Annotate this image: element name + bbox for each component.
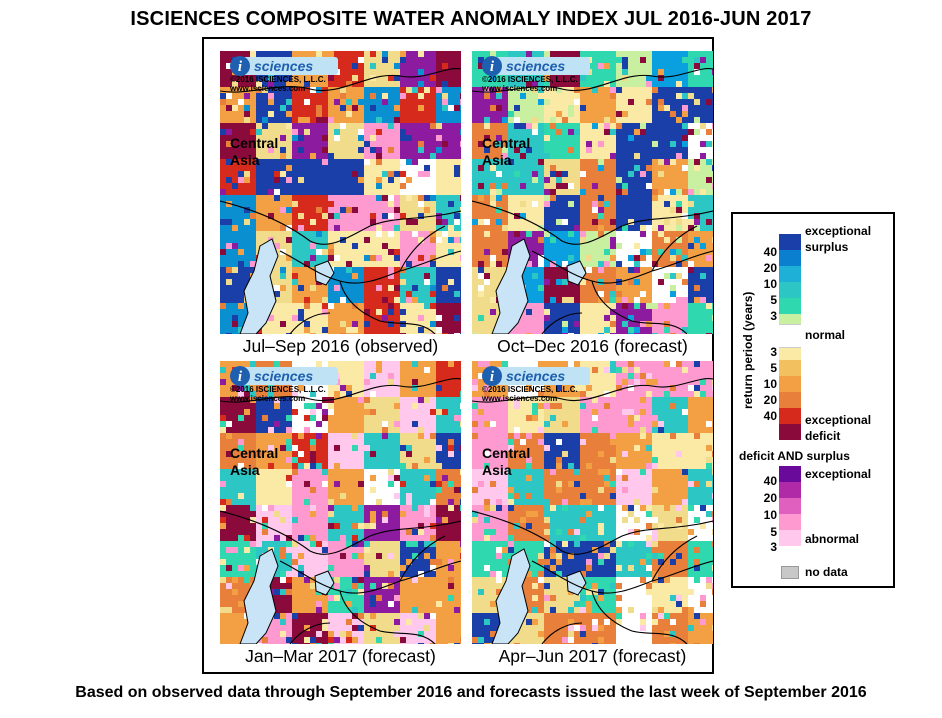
anomaly-map[interactable] — [220, 361, 461, 644]
legend-tick: 20 — [763, 491, 777, 505]
logo-i: i — [238, 59, 243, 75]
legend-swatch — [779, 514, 801, 530]
copyright: ©2016 ISCIENCES, L.L.C. www.isciences.com — [482, 75, 578, 93]
legend-tick: 5 — [770, 525, 777, 539]
legend-swatch — [779, 466, 801, 482]
logo-mark: i sciences — [230, 366, 338, 386]
panel-apr-jun-2017: i sciences ©2016 ISCIENCES, L.L.C. www.is… — [472, 361, 713, 694]
legend-tick: 5 — [770, 293, 777, 307]
legend-both-header: deficit AND surplus — [739, 449, 850, 463]
legend-swatch — [779, 408, 801, 424]
legend-swatch — [779, 298, 801, 314]
logo-i: i — [490, 369, 495, 385]
legend-tick: 20 — [763, 261, 777, 275]
legend-swatch — [779, 392, 801, 408]
panel-caption: Oct–Dec 2016 (forecast) — [497, 336, 688, 356]
logo-word: sciences — [506, 58, 565, 74]
legend-swatch — [779, 376, 801, 392]
region-label: Central Asia — [482, 445, 531, 478]
legend-tick: 3 — [770, 345, 777, 359]
legend-swatch — [779, 348, 801, 360]
isciences-logo: i sciences — [228, 55, 338, 82]
region-label: Central Asia — [230, 445, 279, 478]
copyright: ©2016 ISCIENCES, L.L.C. www.isciences.com — [230, 385, 326, 403]
anomaly-map[interactable] — [472, 361, 713, 644]
legend-swatch — [779, 530, 801, 546]
legend-surplus-bottom: surplus — [805, 240, 849, 254]
isciences-logo: i sciences — [480, 55, 590, 82]
logo-mark: i sciences — [230, 56, 338, 76]
legend-swatch — [779, 314, 801, 324]
isciences-logo: i sciences — [228, 365, 338, 392]
logo-word: sciences — [254, 58, 313, 74]
panel-jul-sep-2016: i sciences ©2016 ISCIENCES, L.L.C. www.is… — [220, 51, 461, 384]
legend-tick: 3 — [770, 309, 777, 323]
map-grid — [220, 51, 461, 334]
legend-tick: 20 — [763, 393, 777, 407]
legend-swatch — [779, 266, 801, 282]
logo-word: sciences — [506, 368, 565, 384]
footer-note: Based on observed data through September… — [75, 684, 867, 701]
anomaly-map[interactable] — [472, 51, 713, 334]
legend-surplus-top: exceptional — [805, 224, 872, 238]
legend-tick: 40 — [763, 409, 777, 423]
legend-tick: 40 — [763, 245, 777, 259]
legend-tick: 10 — [763, 508, 777, 522]
map-grid — [220, 361, 461, 644]
map-grid — [472, 51, 713, 334]
region-label: Central Asia — [230, 135, 279, 168]
panel-jan-mar-2017: i sciences ©2016 ISCIENCES, L.L.C. www.is… — [220, 361, 461, 694]
legend-swatch-no-data — [781, 566, 799, 579]
legend-tick: 10 — [763, 377, 777, 391]
panel-caption: Apr–Jun 2017 (forecast) — [498, 646, 687, 666]
legend-swatch — [779, 250, 801, 266]
legend-both-bottom: abnormal — [805, 532, 860, 546]
legend-swatch — [779, 482, 801, 498]
legend-no-data: no data — [805, 565, 848, 579]
legend-swatch — [779, 282, 801, 298]
legend-deficit-bottom: deficit — [805, 429, 841, 443]
legend-swatch — [779, 424, 801, 440]
legend-swatch — [779, 498, 801, 514]
legend-swatch — [779, 360, 801, 376]
logo-i: i — [238, 369, 243, 385]
legend: return period (years) exceptional surplu… — [731, 212, 895, 588]
legend-axis-label: return period (years) — [741, 291, 755, 409]
figure-title: ISCIENCES COMPOSITE WATER ANOMALY INDEX … — [130, 8, 812, 30]
copyright: ©2016 ISCIENCES, L.L.C. www.isciences.com — [230, 75, 326, 93]
legend-normal: normal — [805, 328, 846, 342]
legend-tick: 40 — [763, 474, 777, 488]
panel-caption: Jan–Mar 2017 (forecast) — [245, 646, 436, 666]
anomaly-map[interactable] — [220, 51, 461, 334]
logo-i: i — [490, 59, 495, 75]
legend-both-top: exceptional — [805, 467, 872, 481]
isciences-logo: i sciences — [480, 365, 590, 392]
region-label: Central Asia — [482, 135, 531, 168]
panel-oct-dec-2016: i sciences ©2016 ISCIENCES, L.L.C. www.is… — [472, 51, 713, 384]
logo-mark: i sciences — [482, 56, 590, 76]
legend-tick: 10 — [763, 277, 777, 291]
legend-swatch — [779, 234, 801, 250]
legend-tick: 3 — [770, 540, 777, 554]
logo-mark: i sciences — [482, 366, 590, 386]
legend-tick: 5 — [770, 361, 777, 375]
panel-caption: Jul–Sep 2016 (observed) — [242, 336, 439, 356]
legend-deficit-top: exceptional — [805, 413, 872, 427]
map-grid — [472, 361, 713, 644]
logo-word: sciences — [254, 368, 313, 384]
copyright: ©2016 ISCIENCES, L.L.C. www.isciences.com — [482, 385, 578, 403]
legend-swatch-normal — [779, 324, 801, 348]
maps-frame: i sciences ©2016 ISCIENCES, L.L.C. www.is… — [202, 37, 714, 674]
